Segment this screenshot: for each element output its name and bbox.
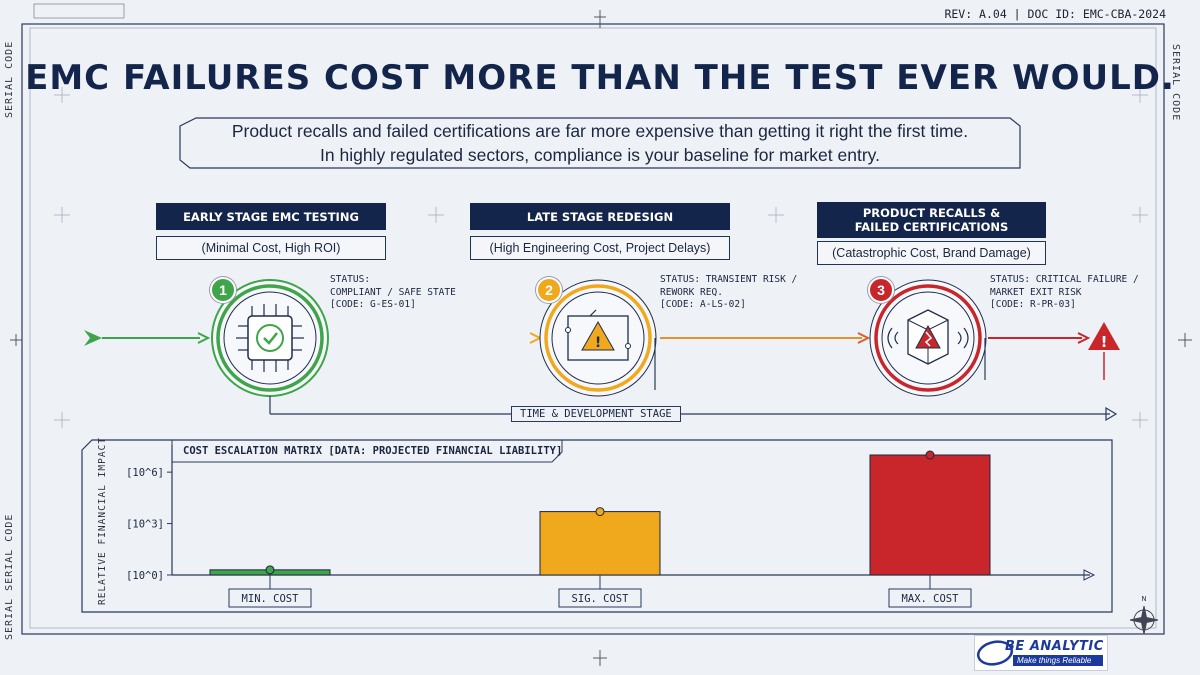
stage-3-number-badge: 3 <box>868 277 894 303</box>
chart-y-tick-label: [10^6] <box>126 467 164 479</box>
chart-x-axis-arrow <box>1083 569 1096 581</box>
subtitle-line-2: In highly regulated sectors, compliance … <box>320 145 880 165</box>
page-title: EMC FAILURES COST MORE THAN THE TEST EVE… <box>25 58 1175 98</box>
chart-category-label: MAX. COST <box>888 588 972 608</box>
stage-3-heading: PRODUCT RECALLS & FAILED CERTIFICATIONS <box>817 202 1046 238</box>
stage-3-node <box>869 279 987 397</box>
chart-bar <box>539 511 661 576</box>
document-revision: REV: A.04 | DOC ID: EMC-CBA-2024 <box>944 7 1166 21</box>
stage-2-number-badge: 2 <box>536 277 562 303</box>
chart-title: COST ESCALATION MATRIX [DATA: PROJECTED … <box>183 445 563 457</box>
stage-3-subheading: (Catastrophic Cost, Brand Damage) <box>817 241 1046 265</box>
chart-y-axis-label: RELATIVE FINANCIAL IMPACT <box>97 437 108 605</box>
logo-swoosh-icon <box>976 640 1014 666</box>
chart-y-tick-label: [10^3] <box>126 519 164 531</box>
chart-bar-marker <box>925 450 935 460</box>
stage-1-subheading: (Minimal Cost, High ROI) <box>156 236 386 260</box>
stage-2-status: STATUS: TRANSIENT RISK / REWORK REQ. [CO… <box>660 274 798 310</box>
chart-y-tick-label: [10^0] <box>126 570 164 582</box>
chart-bar <box>869 454 991 576</box>
chart-bar-marker <box>595 507 605 517</box>
stage-3-heading-line-1: PRODUCT RECALLS & <box>862 206 1001 220</box>
logo-tagline: Make things Reliable <box>1013 655 1103 666</box>
company-logo: BE ANALYTIC Make things Reliable <box>974 635 1108 671</box>
svg-text:N: N <box>1141 595 1146 603</box>
subtitle: Product recalls and failed certification… <box>180 116 1020 168</box>
stage-1-number-badge: 1 <box>210 277 236 303</box>
timeline-label: TIME & DEVELOPMENT STAGE <box>511 406 681 422</box>
svg-text:!: ! <box>595 335 601 351</box>
logo-wordmark: BE ANALYTIC <box>1005 639 1104 654</box>
subtitle-line-1: Product recalls and failed certification… <box>231 121 969 141</box>
svg-text:!: ! <box>1101 333 1108 351</box>
stage-3-heading-line-2: FAILED CERTIFICATIONS <box>854 220 1009 234</box>
stage-2-node: ! <box>539 279 657 397</box>
stage-1-heading: EARLY STAGE EMC TESTING <box>156 203 386 230</box>
chart-category-label: SIG. COST <box>558 588 642 608</box>
chart-category-label: MIN. COST <box>228 588 312 608</box>
svg-text:MIN. COST: MIN. COST <box>242 593 300 605</box>
stage-1-status: STATUS: COMPLIANT / SAFE STATE [CODE: G-… <box>330 274 456 310</box>
stage-2-heading: LATE STAGE REDESIGN <box>470 203 730 230</box>
stage-3-status: STATUS: CRITICAL FAILURE / MARKET EXIT R… <box>990 274 1139 310</box>
chart-bar-marker <box>265 565 275 575</box>
end-warning-icon: ! <box>1088 322 1120 380</box>
svg-text:SIG. COST: SIG. COST <box>572 593 630 605</box>
stage-2-subheading: (High Engineering Cost, Project Delays) <box>470 236 730 260</box>
svg-text:MAX. COST: MAX. COST <box>902 593 960 605</box>
start-chevron-icon <box>84 330 102 346</box>
